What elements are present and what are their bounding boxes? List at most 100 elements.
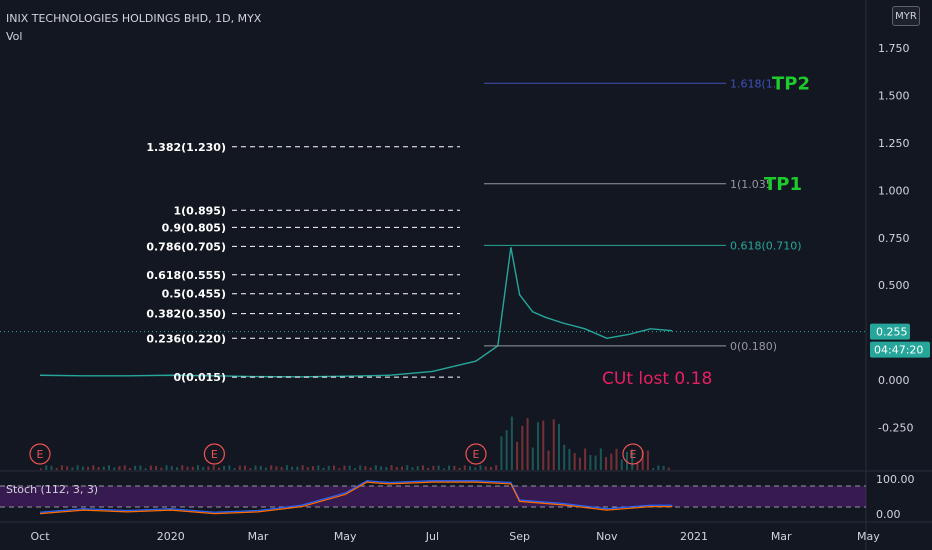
stoch-k-line — [39, 480, 673, 513]
fib-left-label: 0.382(0.350) — [146, 308, 226, 321]
volume-bar — [578, 457, 581, 470]
volume-bar — [207, 466, 210, 470]
time-tick-label: Sep — [509, 530, 530, 543]
volume-bar — [359, 465, 362, 470]
volume-bar — [285, 465, 288, 470]
volume-bar — [45, 465, 48, 470]
fib-left-label: 0(0.015) — [173, 371, 226, 384]
volume-bar — [327, 465, 330, 470]
earnings-marker-label: E — [473, 448, 480, 461]
volume-bar — [244, 465, 247, 470]
volume-bar — [296, 466, 299, 470]
volume-bar — [448, 465, 451, 470]
countdown-label: 04:47:20 — [874, 344, 923, 357]
volume-bar — [662, 465, 665, 470]
volume-bar — [584, 448, 587, 470]
stoch-d-line — [39, 481, 673, 515]
stoch-band — [0, 486, 866, 507]
volume-bar — [249, 468, 252, 470]
fib-left-label: 0.5(0.455) — [162, 288, 226, 301]
stoch-tick-label: 100.00 — [876, 473, 915, 486]
earnings-marker-label: E — [37, 448, 44, 461]
volume-bar — [40, 468, 42, 470]
volume-bar — [484, 466, 487, 470]
price-tick-label: 0.000 — [878, 374, 910, 387]
volume-bar — [636, 461, 639, 470]
volume-bar — [186, 466, 189, 470]
volume-bar — [631, 449, 634, 470]
volume-bar — [128, 468, 131, 470]
volume-bar — [531, 447, 534, 470]
price-tick-label: 1.500 — [878, 90, 910, 103]
volume-bar — [149, 465, 152, 470]
fib-left-label: 0.236(0.220) — [146, 332, 226, 345]
tp2-label: TP2 — [772, 73, 810, 94]
earnings-marker-label: E — [211, 448, 218, 461]
volume-bar — [196, 465, 199, 470]
price-tick-label: 0.750 — [878, 232, 910, 245]
time-tick-label: Mar — [248, 530, 269, 543]
fib-right-label: 0(0.180) — [730, 340, 777, 353]
volume-bar — [71, 467, 74, 470]
countdown-badge — [870, 341, 930, 358]
volume-bar — [66, 466, 69, 470]
volume-bar — [615, 448, 618, 470]
volume-bar — [134, 465, 137, 470]
volume-bar — [97, 467, 100, 470]
volume-bar — [432, 465, 435, 470]
volume-bar — [81, 466, 84, 470]
volume-bar — [217, 467, 220, 470]
volume-bar — [332, 465, 335, 470]
volume-bar — [406, 465, 409, 470]
volume-bar — [191, 466, 194, 470]
volume-bar — [338, 468, 341, 470]
time-tick-label: Oct — [30, 530, 50, 543]
volume-bar — [254, 465, 257, 470]
volume-bar — [657, 465, 660, 470]
volume-bar — [453, 465, 456, 470]
last-price-badge — [870, 323, 910, 340]
time-tick-label: May — [857, 530, 880, 543]
volume-bar — [463, 465, 466, 470]
volume-bar — [322, 467, 325, 470]
volume-bar — [259, 465, 262, 470]
volume-bar — [442, 468, 445, 470]
volume-bar — [521, 425, 524, 470]
volume-bar — [427, 467, 430, 470]
price-tick-label: 1.250 — [878, 137, 910, 150]
volume-bar — [469, 466, 472, 470]
volume-bar — [118, 466, 121, 470]
volume-bar — [489, 466, 492, 470]
volume-bar — [233, 468, 236, 470]
volume-bar — [495, 465, 498, 470]
symbol-title: INIX TECHNOLOGIES HOLDINGS BHD, 1D, MYX — [6, 12, 262, 25]
time-tick-label: Jul — [425, 530, 439, 543]
volume-bar — [181, 465, 184, 470]
volume-bar — [416, 466, 419, 470]
time-tick-label: May — [334, 530, 357, 543]
volume-bar — [395, 466, 398, 470]
volume-bar — [306, 467, 309, 470]
volume-bar — [411, 467, 414, 470]
volume-bar — [500, 436, 503, 470]
volume-bar — [557, 423, 560, 470]
volume-bar — [589, 455, 592, 470]
fib-right-label: 1(1.035 — [730, 178, 773, 191]
earnings-marker-icon — [29, 443, 51, 465]
volume-bar — [170, 466, 173, 470]
volume-bar — [92, 465, 95, 470]
currency-button[interactable]: MYR — [892, 6, 920, 26]
volume-bar — [76, 465, 79, 470]
volume-bar — [270, 465, 273, 470]
volume-bar — [113, 467, 116, 470]
volume-bar — [160, 467, 163, 470]
volume-bar — [312, 466, 315, 470]
volume-bar — [510, 416, 513, 470]
volume-bar — [55, 467, 58, 470]
volume-bar — [474, 467, 477, 470]
volume-bar — [547, 450, 550, 470]
volume-bar — [542, 420, 545, 470]
volume-bar — [291, 466, 294, 470]
volume-bar — [537, 422, 540, 470]
